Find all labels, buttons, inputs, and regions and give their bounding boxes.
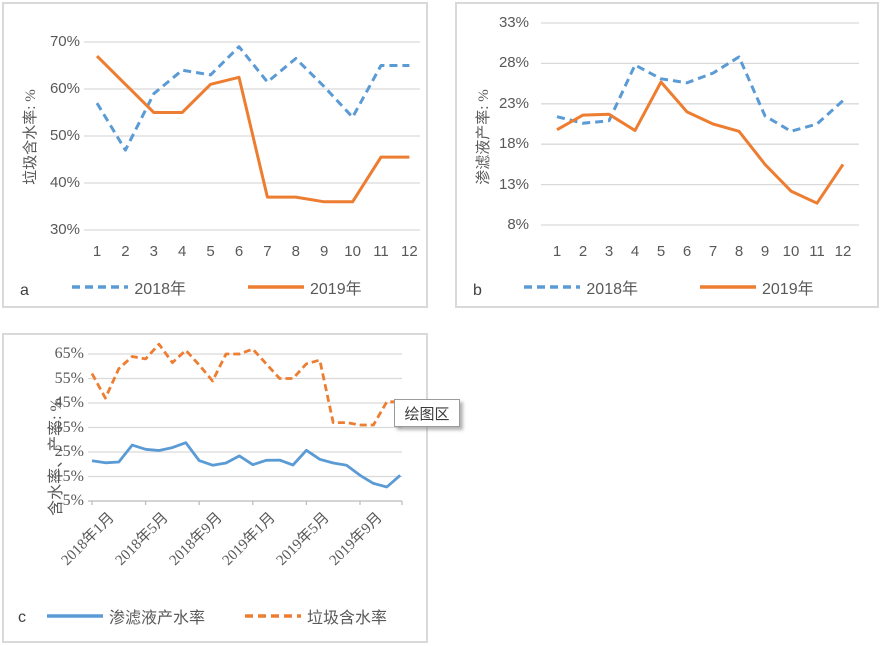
y-tick-label: 65% xyxy=(54,345,84,362)
chart-c-plot-area[interactable] xyxy=(4,335,426,641)
x-tick-label: 2 xyxy=(121,243,130,260)
x-tick-label: 5 xyxy=(656,243,666,260)
chart-panel-b[interactable]: 渗滤液产率: % b 2018年 2019年 33% 28% 23% 18% 13% 8%… xyxy=(455,2,879,308)
x-tick-label: 4 xyxy=(630,243,640,260)
x-tick-label: 2 xyxy=(578,243,588,260)
x-tick-label: 7 xyxy=(708,243,718,260)
x-tick-label: 4 xyxy=(178,243,187,260)
series-line-渗滤液产水率[interactable] xyxy=(91,441,402,489)
legend-line-sample-solid xyxy=(248,284,304,290)
legend-item-2018[interactable]: 2018年 xyxy=(72,275,186,299)
legend-label: 2018年 xyxy=(134,281,186,298)
y-tick-label: 33% xyxy=(498,14,529,31)
chart-b-legend: 2018年 2019年 xyxy=(487,274,851,300)
x-tick-label: 7 xyxy=(263,243,272,260)
plot-area-tooltip: 绘图区 xyxy=(394,399,460,427)
y-tick-label: 50% xyxy=(49,127,80,144)
x-tick-label: 3 xyxy=(149,243,158,260)
x-tick-label: 5 xyxy=(206,243,215,260)
legend-label: 渗滤液产水率 xyxy=(108,610,205,627)
chart-c-panel-letter: c xyxy=(18,609,26,626)
legend-line-sample-dashed xyxy=(524,284,581,290)
y-tick-label: 28% xyxy=(498,54,529,72)
y-tick-label: 55% xyxy=(54,369,84,387)
y-tick-label: 8% xyxy=(507,216,529,233)
y-tick-label: 23% xyxy=(498,94,529,112)
chart-c-legend: 渗滤液产水率 垃圾含水率 xyxy=(34,603,400,629)
y-tick-label: 60% xyxy=(49,80,80,97)
x-tick-label: 11 xyxy=(809,243,825,260)
legend-line-sample-dashed xyxy=(72,284,129,290)
chart-a-legend: 2018年 2019年 xyxy=(34,274,400,300)
y-tick-label: 70% xyxy=(49,33,80,50)
chart-panel-c[interactable]: 含水率、产率: % c 渗滤液产水率 垃圾含水率 65% 55% 45% 35% 25%… xyxy=(2,333,428,643)
legend-item-moisture[interactable]: 垃圾含水率 xyxy=(245,604,387,628)
y-tick-label: 15% xyxy=(54,467,84,485)
legend-line-sample-solid xyxy=(700,284,756,290)
legend-item-2019[interactable]: 2019年 xyxy=(248,275,362,299)
x-tick-label: 6 xyxy=(234,243,244,260)
x-tick-label: 10 xyxy=(344,243,361,260)
legend-label: 垃圾含水率 xyxy=(307,610,388,627)
x-tick-label: 11 xyxy=(373,243,389,260)
y-tick-label: 45% xyxy=(54,394,84,411)
x-tick-label: 10 xyxy=(782,243,800,260)
x-tick-label: 1 xyxy=(92,243,102,260)
y-tick-label: 18% xyxy=(498,135,529,153)
y-tick-label: 13% xyxy=(498,175,529,193)
plot-area-tooltip-label: 绘图区 xyxy=(404,406,450,423)
y-tick-label: 5% xyxy=(62,492,84,509)
y-tick-label: 35% xyxy=(54,418,84,436)
x-tick-label: 9 xyxy=(320,243,329,260)
series-line-2018年[interactable] xyxy=(95,45,410,152)
y-tick-label: 40% xyxy=(49,174,80,191)
chart-a-panel-letter: a xyxy=(20,282,29,299)
legend-label: 2019年 xyxy=(762,281,814,298)
chart-b-panel-letter: b xyxy=(473,282,482,299)
chart-a-plot-area[interactable] xyxy=(4,4,426,306)
series-line-2019年[interactable] xyxy=(95,55,410,204)
x-tick-label: 1 xyxy=(552,243,562,260)
x-tick-label: 9 xyxy=(760,243,770,260)
legend-line-sample-dashed xyxy=(245,613,301,619)
x-tick-label: 6 xyxy=(682,243,692,260)
y-tick-label: 30% xyxy=(49,221,80,238)
x-tick-label: 12 xyxy=(834,243,852,260)
legend-label: 2018年 xyxy=(586,281,638,298)
y-tick-label: 25% xyxy=(54,443,84,460)
legend-line-sample-solid xyxy=(46,613,103,619)
legend-item-2018[interactable]: 2018年 xyxy=(524,275,638,299)
series-line-垃圾含水率[interactable] xyxy=(90,342,401,427)
x-tick-label: 12 xyxy=(401,243,418,260)
series-line-2018年[interactable] xyxy=(556,55,845,133)
x-tick-label: 3 xyxy=(604,243,614,260)
legend-label: 2019年 xyxy=(310,281,362,298)
x-tick-label: 8 xyxy=(291,243,300,260)
series-line-2019年[interactable] xyxy=(556,80,845,205)
chart-panel-a[interactable]: 垃圾含水率: % a 2018年 2019年 70% 60% 50% 40% 30% 1 2… xyxy=(2,2,428,308)
legend-item-leachate-rate[interactable]: 渗滤液产水率 xyxy=(46,604,205,628)
legend-item-2019[interactable]: 2019年 xyxy=(700,275,814,299)
x-tick-label: 8 xyxy=(734,243,744,260)
chart-b-plot-area[interactable] xyxy=(457,4,877,306)
